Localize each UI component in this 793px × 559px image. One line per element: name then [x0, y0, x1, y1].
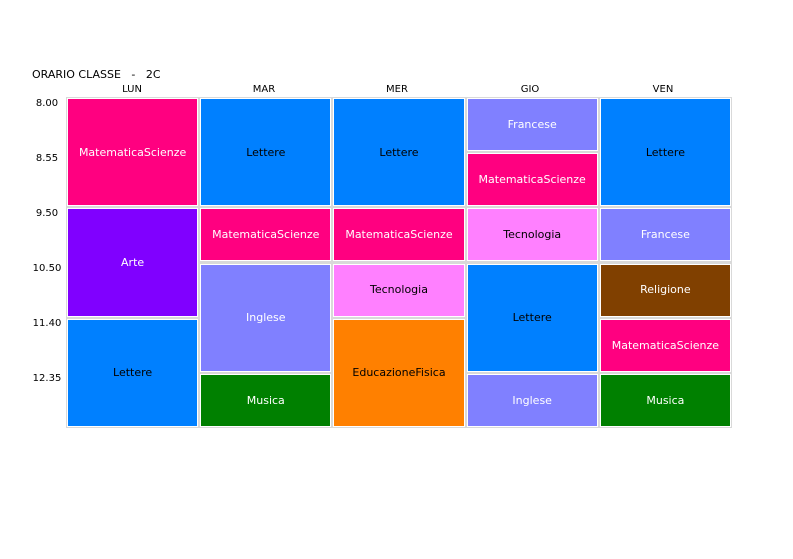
- lesson-subject: Tecnologia: [503, 228, 562, 242]
- lesson-subject: Religione: [640, 283, 691, 297]
- lesson-subject: Tecnologia: [370, 283, 428, 297]
- day-header-ven: VEN: [652, 84, 674, 95]
- timetable-grid: MatematicaScienze Arte Lettere Lettere Matem…: [66, 97, 732, 428]
- lesson-subject: Lettere: [246, 145, 286, 159]
- lesson-cell-mar-4[interactable]: Musica: [200, 373, 332, 427]
- lesson-subject: MatematicaScienze: [345, 228, 453, 242]
- time-label-1: 8.00: [35, 98, 59, 109]
- lesson-subject: Lettere: [379, 145, 419, 159]
- lesson-cell-mer-1[interactable]: Lettere: [333, 98, 465, 207]
- lesson-cell-lun-1[interactable]: MatematicaScienze: [67, 98, 199, 207]
- lesson-subject: Arte: [121, 255, 145, 269]
- lesson-cell-mer-2[interactable]: MatematicaScienze: [333, 208, 465, 262]
- time-label-4: 10.50: [32, 263, 62, 274]
- schedule-title: ORARIO CLASSE - 2C: [32, 68, 161, 81]
- lesson-subject: Musica: [646, 393, 685, 407]
- lesson-cell-ven-3[interactable]: Religione: [599, 263, 731, 317]
- lesson-subject: Lettere: [512, 311, 552, 325]
- lesson-cell-ven-1[interactable]: Lettere: [599, 98, 731, 207]
- lesson-subject: Inglese: [246, 311, 286, 325]
- lesson-subject: Francese: [640, 228, 690, 242]
- day-header-mer: MER: [386, 84, 408, 95]
- time-label-5: 11.40: [32, 318, 62, 329]
- lesson-cell-mer-3[interactable]: Tecnologia: [333, 263, 465, 317]
- lesson-cell-gio-4[interactable]: Lettere: [466, 263, 598, 372]
- lesson-cell-ven-5[interactable]: Musica: [599, 373, 731, 427]
- lesson-subject: MatematicaScienze: [611, 338, 720, 352]
- lesson-cell-mar-1[interactable]: Lettere: [200, 98, 332, 207]
- lesson-subject: EducazioneFisica: [352, 366, 446, 380]
- lesson-cell-gio-5[interactable]: Inglese: [466, 373, 598, 427]
- time-label-3: 9.50: [35, 208, 59, 219]
- lesson-cell-lun-2[interactable]: Arte: [67, 208, 199, 317]
- lesson-cell-gio-2[interactable]: MatematicaScienze: [466, 153, 598, 207]
- time-label-6: 12.35: [32, 373, 62, 384]
- lesson-subject: Lettere: [113, 366, 153, 380]
- time-label-2: 8.55: [35, 153, 59, 164]
- lesson-cell-ven-2[interactable]: Francese: [599, 208, 731, 262]
- lesson-cell-mar-3[interactable]: Inglese: [200, 263, 332, 372]
- lesson-cell-mar-2[interactable]: MatematicaScienze: [200, 208, 332, 262]
- lesson-cell-lun-3[interactable]: Lettere: [67, 318, 199, 427]
- lesson-subject: Inglese: [512, 393, 552, 407]
- lesson-cell-gio-1[interactable]: Francese: [466, 98, 598, 152]
- lesson-cell-gio-3[interactable]: Tecnologia: [466, 208, 598, 262]
- lesson-subject: Musica: [246, 393, 285, 407]
- lesson-subject: MatematicaScienze: [78, 145, 187, 159]
- lesson-cell-mer-4[interactable]: EducazioneFisica: [333, 318, 465, 427]
- lesson-subject: Lettere: [645, 145, 685, 159]
- lesson-subject: MatematicaScienze: [478, 173, 586, 187]
- day-header-gio: GIO: [520, 84, 540, 95]
- day-header-mar: MAR: [252, 84, 276, 95]
- lesson-subject: MatematicaScienze: [212, 228, 320, 242]
- lesson-subject: Francese: [507, 117, 557, 131]
- lesson-cell-ven-4[interactable]: MatematicaScienze: [599, 318, 731, 372]
- day-header-lun: LUN: [122, 84, 142, 95]
